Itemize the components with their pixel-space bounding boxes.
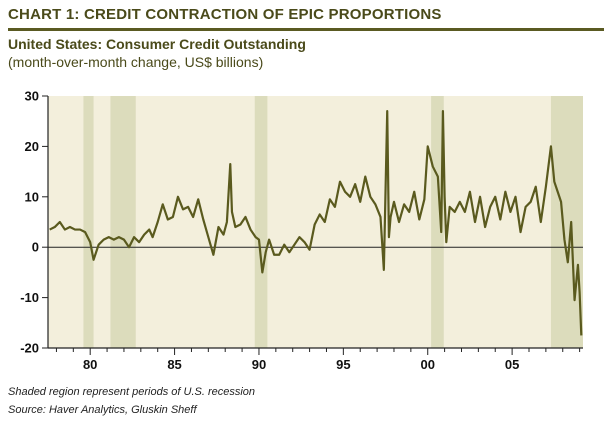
y-tick-label: 0 <box>32 240 39 255</box>
y-tick-label: -10 <box>20 290 39 305</box>
x-tick-label: 90 <box>252 357 266 372</box>
chart-units: (month-over-month change, US$ billions) <box>8 54 264 70</box>
tick-label-layer: 30 20 10 0 -10 -20 80 85 90 95 00 05 <box>20 89 519 373</box>
credit-line-chart: 30 20 10 0 -10 -20 80 85 90 95 00 05 <box>20 89 583 373</box>
series-line-0 <box>49 110 583 336</box>
chart-subtitle: United States: Consumer Credit Outstandi… <box>8 36 306 52</box>
x-tick-label: 05 <box>505 357 519 372</box>
recession-band-1 <box>110 96 136 348</box>
recession-band-2 <box>254 96 268 348</box>
source-note: Source: Haver Analytics, Gluskin Sheff <box>8 404 197 416</box>
series-layer <box>49 110 583 336</box>
title-rule <box>8 28 604 31</box>
x-tick-label: 80 <box>83 357 97 372</box>
y-tick-label: -20 <box>20 341 39 356</box>
y-tick-label: 10 <box>25 189 39 204</box>
recession-band-4 <box>550 96 583 348</box>
recession-bands <box>83 96 583 348</box>
x-tick-label: 95 <box>336 357 350 372</box>
recession-band-3 <box>431 96 444 348</box>
recession-band-0 <box>83 96 94 348</box>
page-title: CHART 1: CREDIT CONTRACTION OF EPIC PROP… <box>8 6 442 23</box>
axes-layer <box>42 95 583 355</box>
x-tick-label: 00 <box>420 357 434 372</box>
y-tick-label: 30 <box>25 89 39 104</box>
y-tick-label: 20 <box>25 139 39 154</box>
x-tick-label: 85 <box>167 357 181 372</box>
recession-note: Shaded region represent periods of U.S. … <box>8 386 256 398</box>
